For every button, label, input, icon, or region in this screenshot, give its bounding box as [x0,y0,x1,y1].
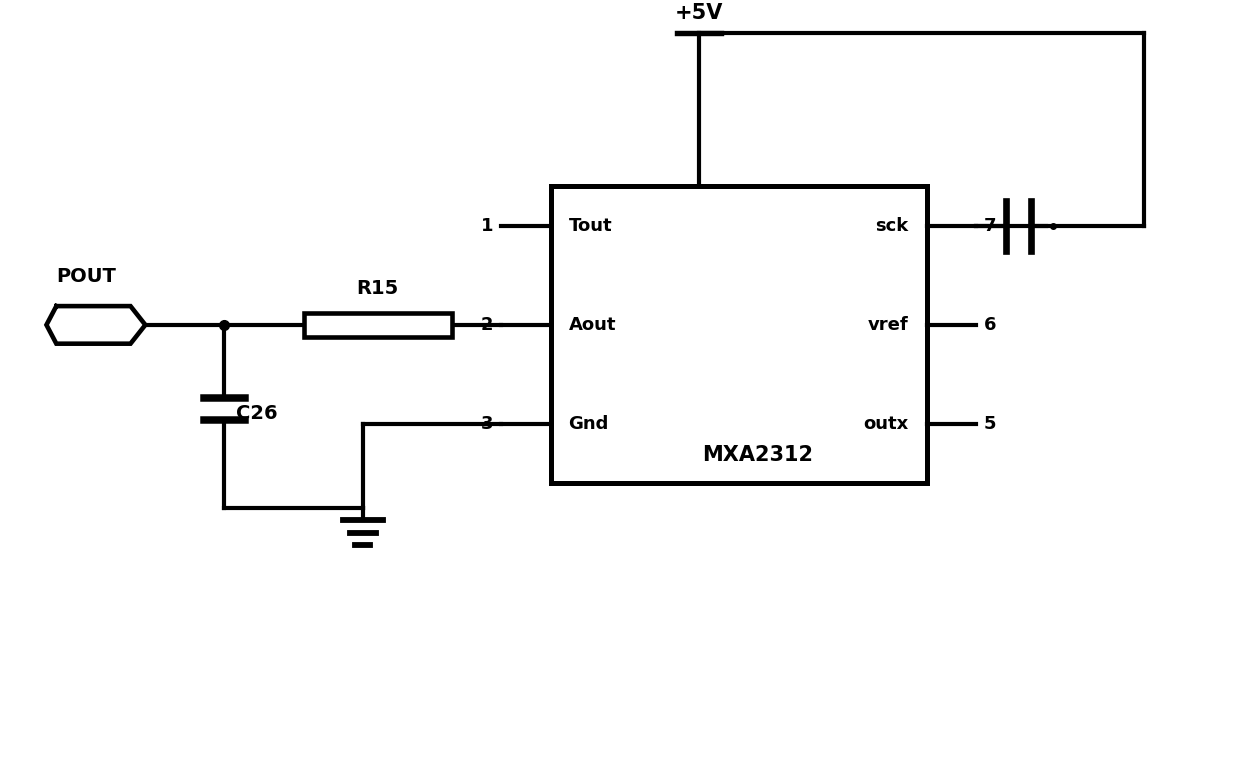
Text: sck: sck [875,217,909,235]
Text: 1: 1 [481,217,494,235]
Bar [551,186,926,483]
Text: Gnd: Gnd [569,415,609,432]
Text: 5: 5 [983,415,997,432]
Text: 6: 6 [983,316,997,334]
Text: R15: R15 [357,279,399,298]
Text: +5V: +5V [675,3,723,24]
Text: MXA2312: MXA2312 [702,445,813,465]
Text: 2: 2 [481,316,494,334]
Text: 7: 7 [983,217,997,235]
Text: vref: vref [868,316,909,334]
Text: Aout: Aout [569,316,616,334]
Text: 3: 3 [481,415,494,432]
Text: C26: C26 [237,404,278,423]
Text: POUT: POUT [56,268,117,287]
Text: outx: outx [863,415,909,432]
Polygon shape [46,306,145,344]
Bar [304,313,451,337]
Text: Tout: Tout [569,217,613,235]
